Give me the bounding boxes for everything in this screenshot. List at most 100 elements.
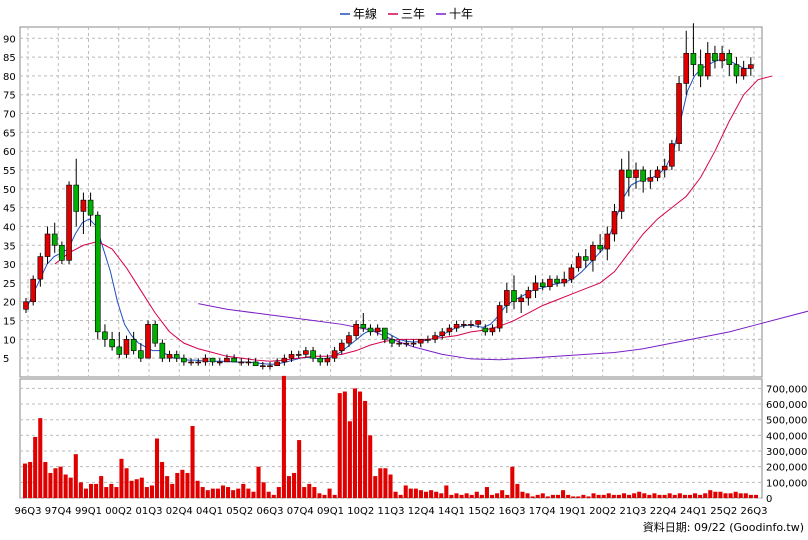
candle-body xyxy=(403,342,410,345)
volume-bar xyxy=(347,421,352,498)
candle-body xyxy=(618,169,625,212)
volume-bar xyxy=(134,479,139,498)
volume-bar xyxy=(165,476,170,498)
volume-bar xyxy=(180,469,185,498)
x-tick-label: 99Q1 xyxy=(75,506,102,517)
price-tick-label: 65 xyxy=(3,128,16,139)
price-tick-label: 75 xyxy=(3,91,16,102)
volume-bar xyxy=(154,438,160,498)
volume-bar xyxy=(332,494,337,498)
volume-bar xyxy=(342,391,347,498)
candle-body xyxy=(432,335,438,340)
candle-body xyxy=(532,282,539,291)
volume-bar xyxy=(591,493,596,498)
legend-label: 十年 xyxy=(449,7,473,21)
volume-bar xyxy=(256,466,261,498)
volume-bar xyxy=(576,496,581,498)
volume-tick-label: 100,000 xyxy=(766,478,807,489)
volume-bar xyxy=(637,491,642,498)
candle-body xyxy=(30,278,36,303)
candle-body xyxy=(295,354,302,356)
volume-bar xyxy=(662,494,667,498)
volume-bar xyxy=(33,436,38,498)
x-tick-label: 10Q2 xyxy=(347,506,374,517)
candle-body xyxy=(568,267,575,280)
candle-body xyxy=(145,324,151,359)
candle-body xyxy=(468,324,474,326)
candle-body xyxy=(267,365,273,368)
volume-bar xyxy=(241,483,246,498)
volume-bar xyxy=(286,476,292,498)
candle-body xyxy=(489,327,496,333)
volume-bar xyxy=(119,458,124,498)
volume-bar xyxy=(388,474,393,498)
candle-body xyxy=(719,53,725,62)
candle-body xyxy=(317,357,324,363)
candle-body xyxy=(647,177,654,182)
volume-bar xyxy=(383,468,388,498)
volume-bar xyxy=(748,494,753,498)
volume-bars xyxy=(23,375,758,498)
volume-tick-label: 0 xyxy=(766,494,772,505)
price-tick-label: 90 xyxy=(3,34,16,45)
price-tick-label: 60 xyxy=(3,147,16,158)
candle-body xyxy=(554,278,560,284)
candle-body xyxy=(224,357,230,363)
volume-bar xyxy=(276,487,281,498)
candle-body xyxy=(346,335,352,344)
candle-body xyxy=(59,244,65,261)
candle-body xyxy=(159,342,166,359)
ma-10y-line xyxy=(198,303,808,361)
candle-body xyxy=(726,53,733,65)
candle-body xyxy=(94,214,101,333)
volume-bar xyxy=(434,491,439,498)
volume-bar xyxy=(713,491,718,498)
candle-body xyxy=(482,327,489,333)
candle-body xyxy=(238,361,245,364)
volume-bar xyxy=(78,482,83,498)
x-tick-label: 22Q4 xyxy=(650,506,677,517)
volume-bar xyxy=(312,487,317,498)
candle-body xyxy=(669,143,675,167)
volume-bar xyxy=(175,472,180,498)
candle-body xyxy=(102,331,108,340)
candle-body xyxy=(73,184,80,212)
volume-bar xyxy=(378,468,383,498)
candle-body xyxy=(130,339,137,351)
candle-body xyxy=(597,244,603,250)
candle-body xyxy=(353,324,359,336)
volume-bar xyxy=(677,493,682,498)
volume-bar xyxy=(220,485,226,498)
volume-bar xyxy=(43,461,48,498)
volume-bar xyxy=(292,472,297,498)
volume-bar xyxy=(647,494,652,498)
price-tick-label: 10 xyxy=(3,335,16,346)
volume-tick-label: 600,000 xyxy=(766,400,807,411)
candle-body xyxy=(66,184,72,261)
candle-body xyxy=(453,324,460,329)
legend: 年線 三年 十年 xyxy=(340,6,473,21)
price-tick-label: 70 xyxy=(3,110,16,121)
candle-body xyxy=(640,169,646,182)
candle-body xyxy=(446,327,453,333)
candle-body xyxy=(704,53,711,77)
price-tick-label: 80 xyxy=(3,72,16,83)
volume-bar xyxy=(368,435,373,498)
x-tick-label: 14Q1 xyxy=(438,506,465,517)
price-tick-label: 25 xyxy=(3,279,16,290)
volume-bar xyxy=(474,491,479,498)
candle-body xyxy=(324,357,331,363)
volume-bar xyxy=(621,493,627,498)
volume-bar xyxy=(200,487,205,498)
candle-body xyxy=(525,290,532,299)
candle-body xyxy=(676,83,682,144)
volume-bar xyxy=(266,491,271,498)
volume-bar xyxy=(94,483,99,498)
price-tick-label: 85 xyxy=(3,53,16,64)
x-tick-label: 26Q3 xyxy=(741,506,768,517)
x-tick-label: 20Q2 xyxy=(589,506,616,517)
x-tick-label: 96Q3 xyxy=(15,506,42,517)
price-ticks: 5 10 15 20 25 30 35 40 45 50 55 60 65 70 75 80 85 90 xyxy=(3,34,16,365)
volume-bar xyxy=(73,454,78,498)
